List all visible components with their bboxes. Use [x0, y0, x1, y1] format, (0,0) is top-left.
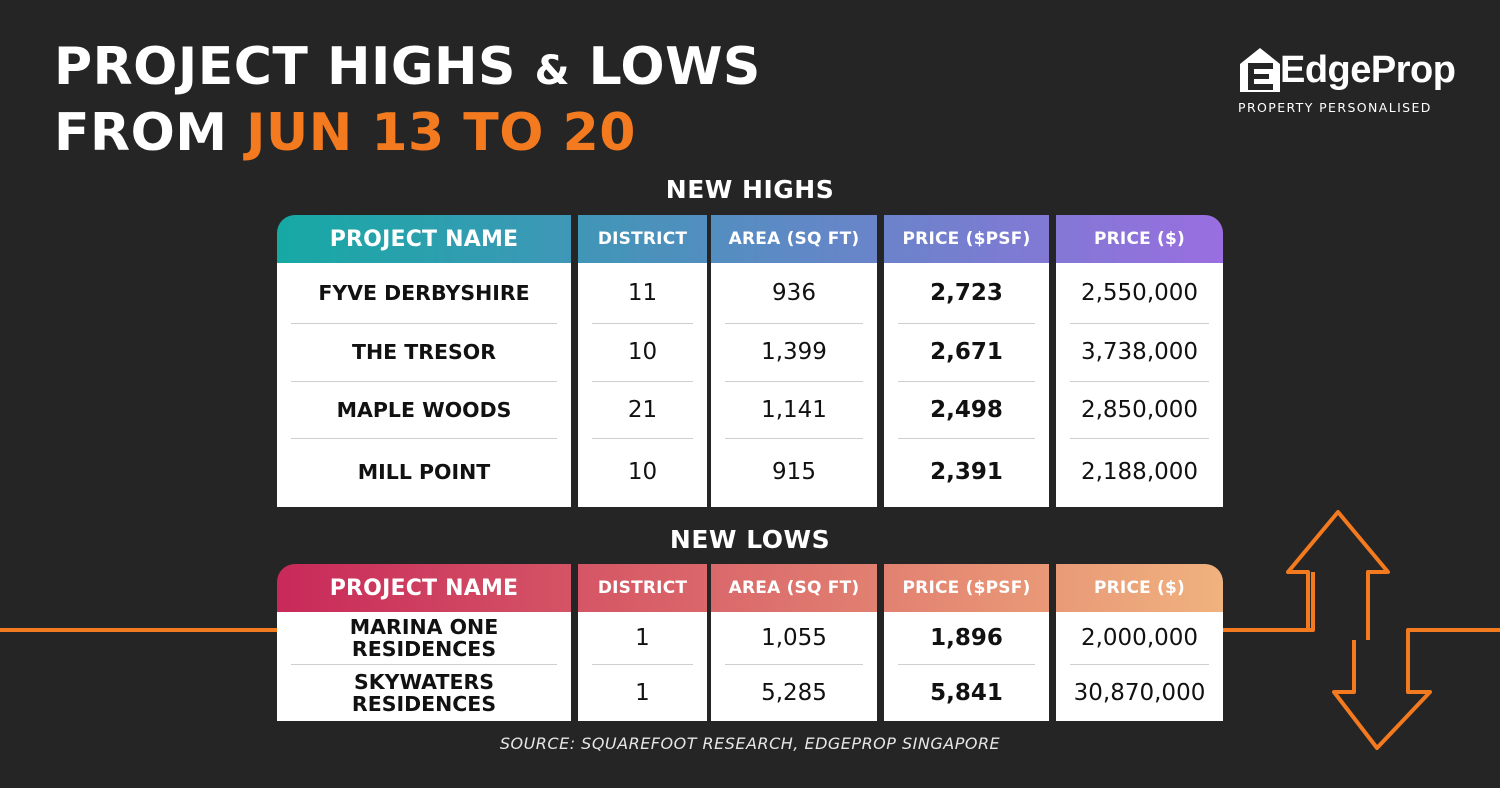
- cell-district: 11: [592, 263, 693, 324]
- cell-district: 10: [627, 458, 658, 485]
- cell-psf: 2,723: [898, 263, 1035, 324]
- header-area: AREA (SQ FT): [711, 215, 877, 263]
- cell-name: MILL POINT: [357, 459, 491, 484]
- page-title: PROJECT HIGHS & LOWS FROM JUN 13 TO 20: [54, 37, 761, 163]
- cell-price: 2,000,000: [1070, 612, 1209, 665]
- cell-psf: 2,391: [930, 458, 1003, 485]
- cell-psf: 2,498: [898, 381, 1035, 439]
- column-psf: PRICE ($PSF) 2,723 2,671 2,498 2,391: [884, 215, 1049, 507]
- cell-district: 21: [592, 381, 693, 439]
- down-arrow-icon: [1332, 628, 1500, 750]
- column-body: 2,000,000 30,870,000: [1056, 612, 1223, 721]
- new-lows-heading: NEW LOWS: [669, 525, 831, 554]
- new-highs-table: PROJECT NAME FYVE DERBYSHIRE THE TRESOR MAP…: [277, 215, 1223, 507]
- edgeprop-logo: EdgeProp PROPERTY PERSONALISED: [1238, 44, 1456, 115]
- cell-district: 1: [592, 612, 693, 665]
- column-body: 1,896 5,841: [884, 612, 1049, 721]
- header-district: DISTRICT: [578, 215, 707, 263]
- cell-name: MAPLE WOODS: [291, 381, 557, 439]
- cell-name: FYVE DERBYSHIRE: [291, 263, 557, 324]
- cell-price: 30,870,000: [1073, 679, 1206, 706]
- cell-price: 2,550,000: [1070, 263, 1209, 324]
- cell-area: 1,399: [725, 323, 863, 382]
- column-area: AREA (SQ FT) 1,055 5,285: [711, 564, 877, 721]
- new-lows-table: PROJECT NAME MARINA ONE RESIDENCES SKYWATE…: [277, 564, 1223, 721]
- column-area: AREA (SQ FT) 936 1,399 1,141 915: [711, 215, 877, 507]
- column-district: DISTRICT 11 10 21 10: [578, 215, 707, 507]
- column-body: 1,055 5,285: [711, 612, 877, 721]
- cell-district: 10: [592, 323, 693, 382]
- logo-tagline: PROPERTY PERSONALISED: [1238, 100, 1432, 115]
- right-line: [1223, 572, 1315, 632]
- logo-name: EdgeProp: [1280, 49, 1456, 91]
- column-price: PRICE ($) 2,550,000 3,738,000 2,850,000 2,18…: [1056, 215, 1223, 507]
- column-name: PROJECT NAME FYVE DERBYSHIRE THE TRESOR MAP…: [277, 215, 571, 507]
- column-body: 11 10 21 10: [578, 263, 707, 507]
- column-price: PRICE ($) 2,000,000 30,870,000: [1056, 564, 1223, 721]
- header-psf: PRICE ($PSF): [884, 215, 1049, 263]
- cell-psf: 2,671: [898, 323, 1035, 382]
- date-range: JUN 13 TO 20: [246, 103, 636, 163]
- header-name: PROJECT NAME: [277, 215, 571, 263]
- cell-price: 2,850,000: [1070, 381, 1209, 439]
- cell-price: 3,738,000: [1070, 323, 1209, 382]
- header-price: PRICE ($): [1056, 215, 1223, 263]
- cell-area: 1,055: [725, 612, 863, 665]
- cell-area: 936: [725, 263, 863, 324]
- column-district: DISTRICT 1 1: [578, 564, 707, 721]
- cell-area: 1,141: [725, 381, 863, 439]
- cell-psf: 5,841: [930, 679, 1003, 706]
- new-highs-heading: NEW HIGHS: [665, 175, 835, 204]
- column-name: PROJECT NAME MARINA ONE RESIDENCES SKYWATE…: [277, 564, 571, 721]
- house-icon: [1240, 48, 1280, 92]
- cell-name: THE TRESOR: [291, 323, 557, 382]
- column-body: 936 1,399 1,141 915: [711, 263, 877, 507]
- column-body: 2,723 2,671 2,498 2,391: [884, 263, 1049, 507]
- source-note: SOURCE: SQUAREFOOT RESEARCH, EDGEPROP SI…: [499, 734, 1001, 753]
- cell-area: 915: [772, 458, 816, 485]
- cell-name: SKYWATERS RESIDENCES: [351, 669, 497, 716]
- cell-psf: 1,896: [898, 612, 1035, 665]
- column-body: MARINA ONE RESIDENCES SKYWATERS RESIDENCE…: [277, 612, 571, 721]
- up-arrow-shape: [1286, 510, 1390, 640]
- header-name: PROJECT NAME: [277, 564, 571, 612]
- column-body: 2,550,000 3,738,000 2,850,000 2,188,000: [1056, 263, 1223, 507]
- header-area: AREA (SQ FT): [711, 564, 877, 612]
- column-body: FYVE DERBYSHIRE THE TRESOR MAPLE WOODS MILL…: [277, 263, 571, 507]
- cell-area: 5,285: [761, 679, 827, 706]
- cell-price: 2,188,000: [1080, 458, 1199, 485]
- cell-name: MARINA ONE RESIDENCES: [291, 612, 557, 665]
- header-psf: PRICE ($PSF): [884, 564, 1049, 612]
- header-district: DISTRICT: [578, 564, 707, 612]
- cell-district: 1: [635, 679, 650, 706]
- column-psf: PRICE ($PSF) 1,896 5,841: [884, 564, 1049, 721]
- header-price: PRICE ($): [1056, 564, 1223, 612]
